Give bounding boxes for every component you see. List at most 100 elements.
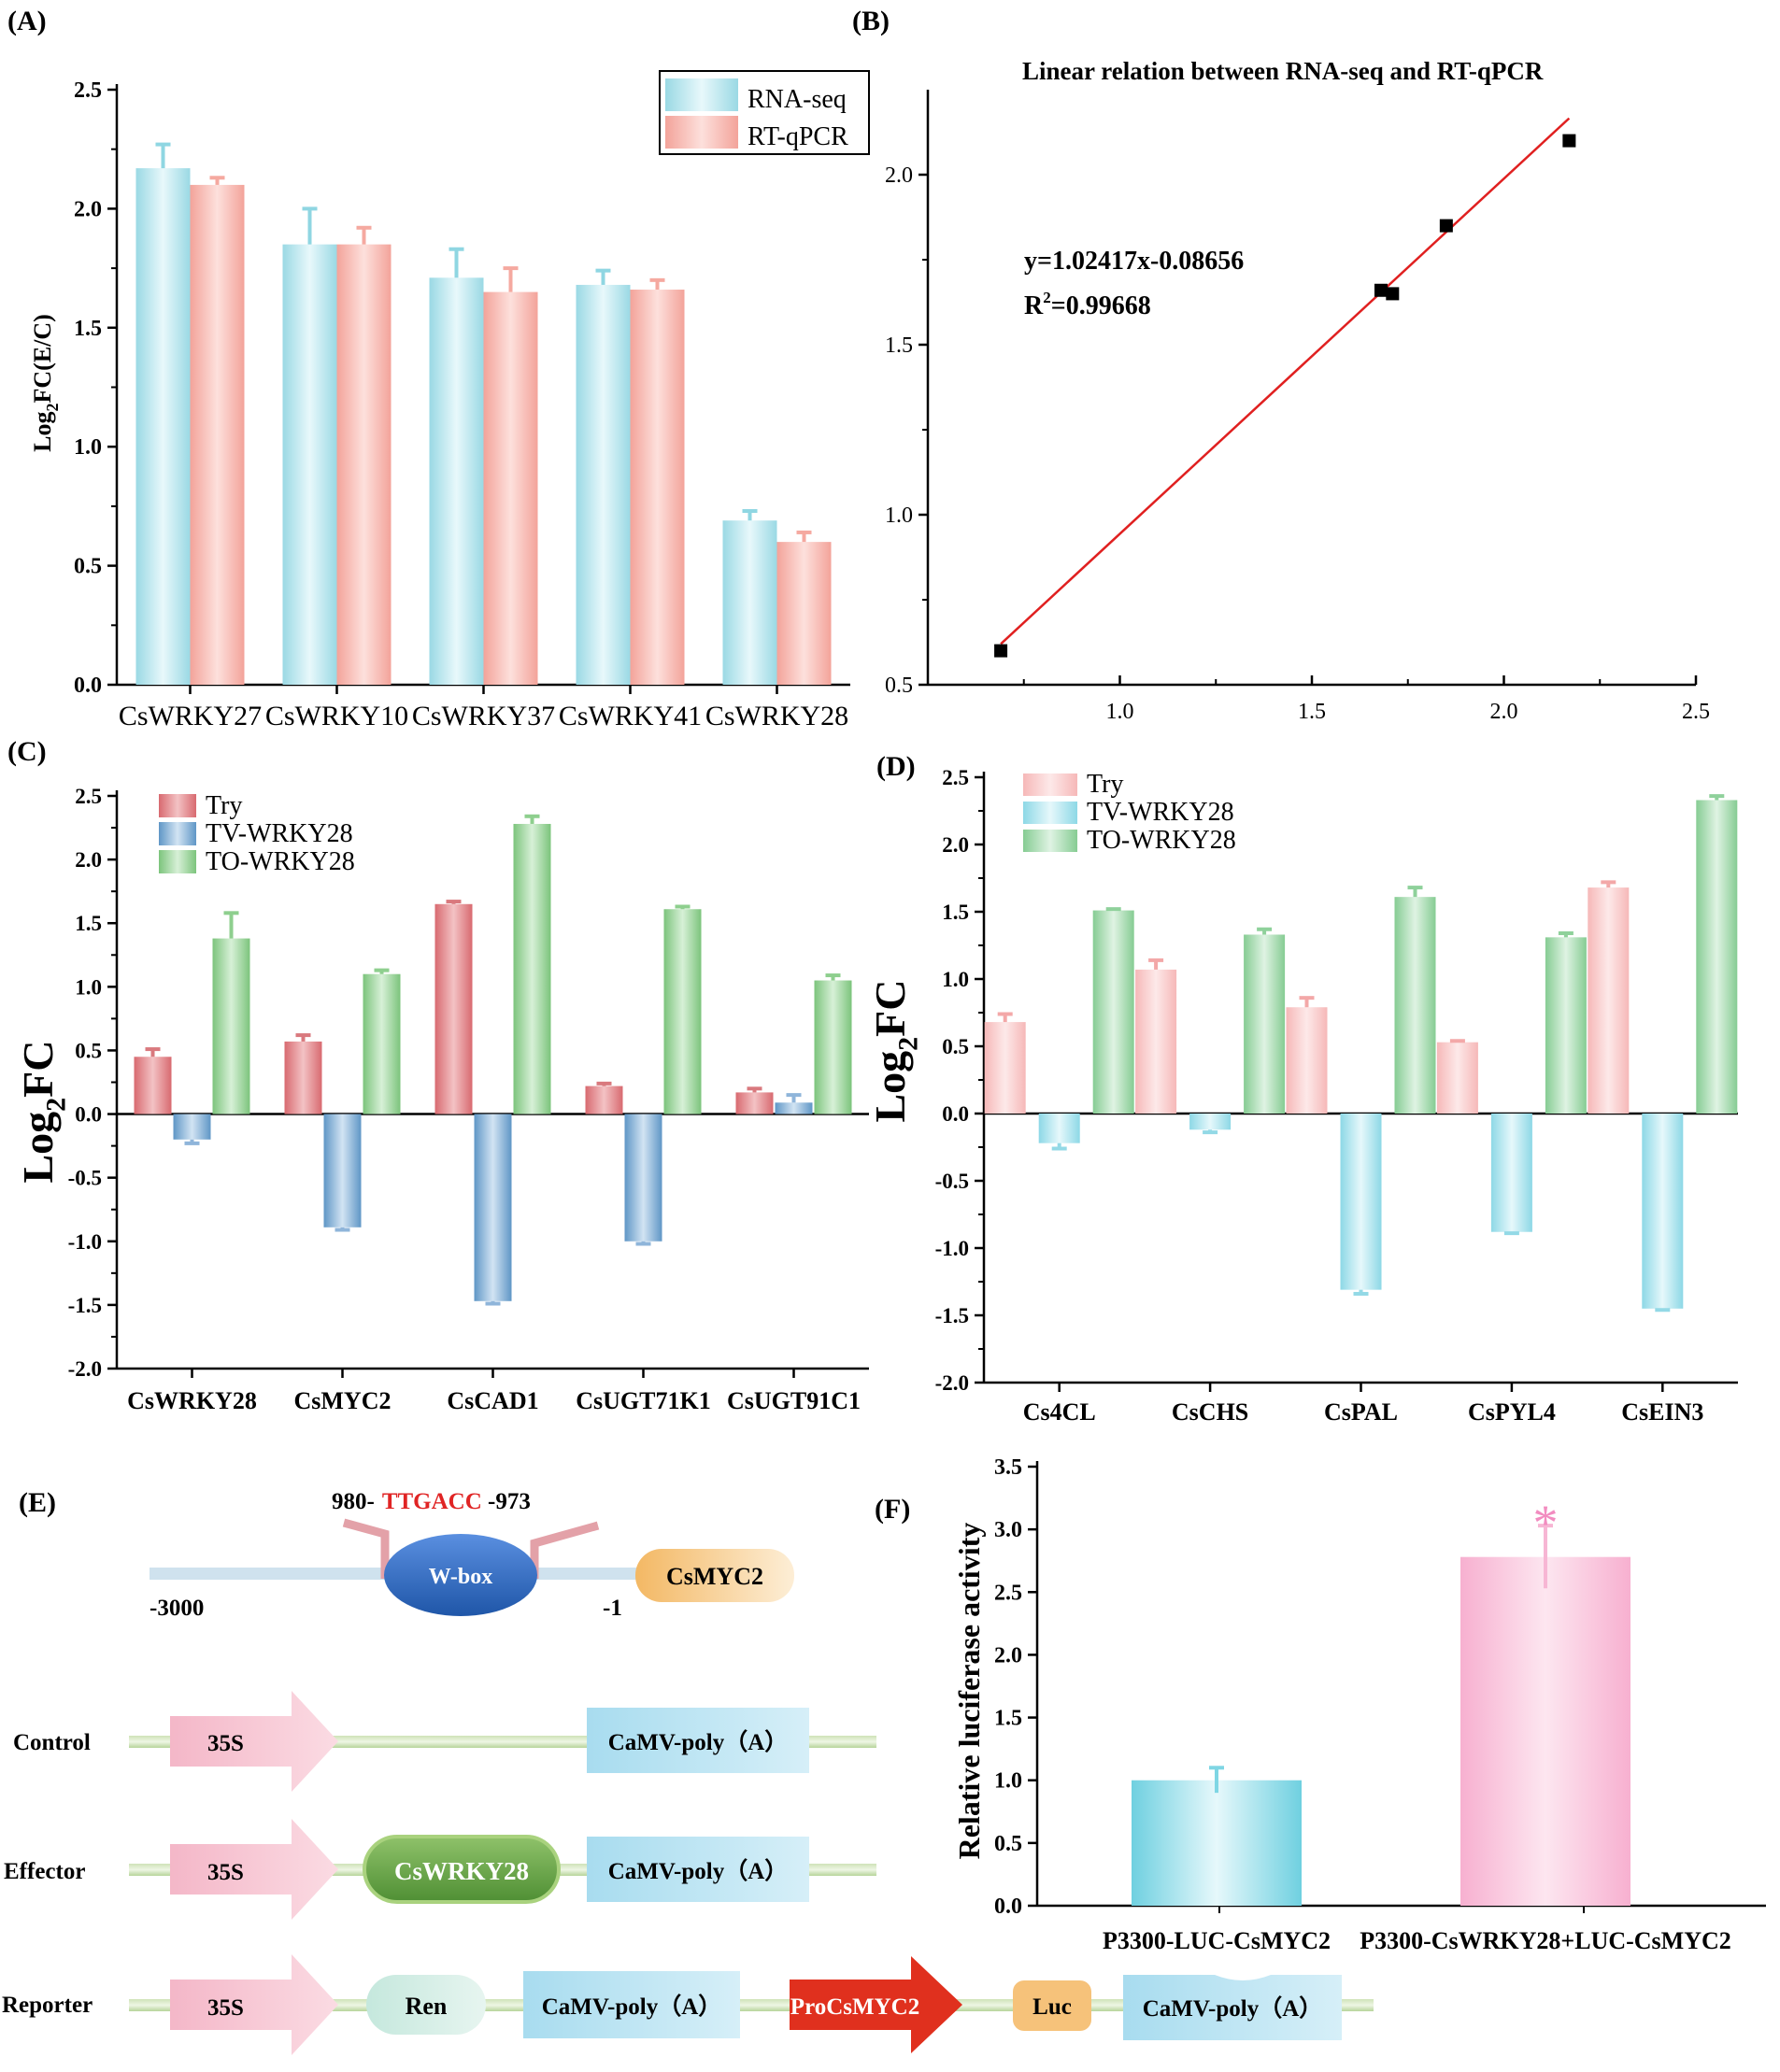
x-tick-label: Cs4CL [1023,1398,1096,1426]
y-tick-label: 1.0 [994,1769,1022,1794]
reporter-promyc2-label: ProCsMYC2 [790,1994,919,2020]
y-tick-label: 0.0 [75,1103,102,1127]
legend-label: TO-WRKY28 [206,847,355,876]
bar [1340,1114,1382,1290]
y-tick-label: 1.5 [994,1707,1022,1731]
y-tick-label: 3.0 [994,1518,1022,1542]
effector-35s-label: 35S [207,1860,244,1885]
bar [624,1114,662,1242]
legend-swatch [159,822,196,845]
y-tick-label: 1.0 [74,435,102,460]
y-tick-label: -2.0 [935,1371,969,1395]
bar [284,1041,322,1114]
y-axis-label: Relative luciferase activity [952,1523,986,1860]
reporter-luc-box [1013,1980,1091,2031]
control-35s-arrow [170,1691,338,1792]
x-tick-label: CsWRKY10 [265,701,408,731]
wbox-ellipse [384,1534,537,1616]
promoter-end: -1 [603,1596,622,1621]
y-tick-label: 2.0 [75,848,102,872]
control-35s-label: 35S [207,1731,244,1756]
control-terminator [587,1708,809,1773]
scatter-point [1374,283,1388,297]
y-tick-label: 2.5 [74,78,102,103]
y-tick-label: 1.0 [885,504,913,528]
x-tick-label: CsEIN3 [1621,1398,1703,1426]
scatter-title: Linear relation between RNA-seq and RT-q… [1022,57,1544,85]
chart-f: 0.0 0.5 1.0 1.5 2.0 2.5 3.0 3.5 P3300-LUC-CsMYC2… [952,1455,1766,1954]
y-tick-label: 0.0 [994,1895,1022,1919]
legend-swatch [665,78,738,111]
csmyc2-gene-label: CsMYC2 [666,1563,763,1590]
bar [212,938,250,1114]
bar [1460,1556,1630,1906]
bar [630,290,685,685]
y-tick-label: -1.0 [935,1237,969,1260]
control-construct: Control 35S CaMV-poly（A） [13,1691,876,1792]
bar [1244,934,1286,1114]
x-tick-label: P3300-CsWRKY28+LUC-CsMYC2 [1360,1927,1731,1954]
promoter-diagram: W-box CsMYC2 980- TTGACC -973 -3000 -1 [150,1489,794,1621]
x-tick-label: CsCAD1 [447,1387,538,1414]
bar [735,1092,774,1114]
y-tick-label: 2.5 [994,1581,1022,1605]
x-tick-label: P3300-LUC-CsMYC2 [1103,1927,1331,1954]
effector-label: Effector [4,1859,85,1884]
bar [336,244,392,685]
x-tick-label: CsCHS [1172,1398,1248,1426]
control-label: Control [13,1730,91,1755]
bar [776,542,832,685]
panel-label-f: (F) [875,1494,910,1525]
y-tick-label: 0.5 [74,555,102,579]
bar [1038,1114,1080,1143]
chart-d: -2.0 -1.5 -1.0 -0.5 0.0 0.5 1.0 1.5 2.0 2.5 Cs4CL C… [866,766,1738,1426]
significance-asterisk: * [1533,1495,1559,1551]
effector-terminator [587,1837,809,1902]
x-tick-label: 2.5 [1682,700,1710,724]
y-tick-label: -0.5 [68,1167,102,1190]
reporter-label: Reporter [2,1993,93,2018]
bar [1436,1042,1478,1114]
x-tick-label: CsPYL4 [1468,1398,1556,1426]
bar [1588,887,1630,1114]
x-tick-label: 2.0 [1490,700,1518,724]
panel-label-b: (B) [852,6,890,36]
bar [585,1086,623,1114]
bar [323,1114,362,1228]
legend-swatch [665,116,738,149]
reporter-luc-label: Luc [1032,1994,1072,2020]
bar [576,284,631,685]
chart-b: 0.5 1.0 1.5 2.0 1.0 1.5 2.0 2.5 [885,90,1710,724]
reporter-terminator-1-label: CaMV-poly（A） [542,1993,722,2020]
y-tick-label: 0.0 [942,1102,969,1126]
y-tick-label: 1.5 [75,912,102,935]
effector-gene-label: CsWRKY28 [394,1857,529,1885]
legend-label: Try [1087,770,1123,799]
x-tick-label: CsWRKY28 [705,701,848,731]
y-tick-label: 2.0 [994,1643,1022,1668]
x-tick-label: CsMYC2 [294,1387,392,1414]
y-tick-label: 1.5 [942,901,969,924]
bar [1394,897,1436,1114]
motif-label: 980- TTGACC -973 [332,1489,531,1514]
y-tick-label: 2.5 [942,766,969,789]
bar [483,291,538,685]
bar [1132,1780,1302,1906]
legend-label: TV-WRKY28 [1087,798,1234,827]
chart-c: -2.0 -1.5 -1.0 -0.5 0.0 0.5 1.0 1.5 2.0 2.5 CsWRKY… [14,785,869,1414]
y-tick-label: 2.0 [942,833,969,857]
r-squared: R2=0.99668 [1024,289,1151,320]
bar [1490,1114,1532,1232]
bar [722,520,777,685]
fit-line [1000,117,1571,646]
y-tick-label: 1.0 [75,975,102,999]
scatter-point [994,644,1008,658]
legend-label: TV-WRKY28 [206,819,353,848]
legend-label: TO-WRKY28 [1087,826,1236,855]
y-tick-label: 0.5 [994,1832,1022,1856]
y-tick-label: -1.5 [935,1304,969,1327]
y-axis-label: Log2FC(E/C) [29,314,62,452]
promoter-start: -3000 [150,1596,204,1621]
y-tick-label: -1.5 [68,1294,102,1317]
x-tick-label: CsUGT71K1 [576,1387,710,1414]
